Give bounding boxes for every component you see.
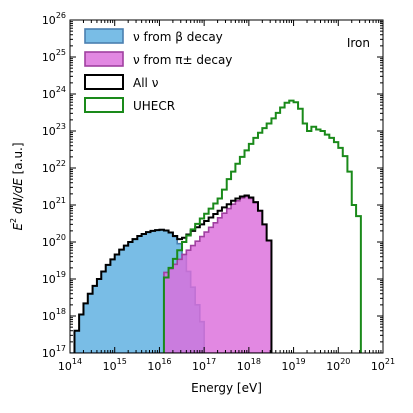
legend-label-3: All ν: [133, 76, 159, 90]
y-tick-label-exp: 24: [56, 85, 66, 94]
y-axis-title-part: E: [11, 223, 25, 231]
x-axis-title: Energy [eV]: [191, 381, 262, 395]
x-tick-label-base: 10: [103, 360, 117, 373]
x-tick-label-exp: 15: [117, 357, 127, 366]
y-tick-label: 1019: [42, 270, 66, 286]
y-tick-label: 1023: [42, 122, 66, 138]
x-tick-label-exp: 19: [295, 357, 305, 366]
x-tick-label-exp: 16: [161, 357, 171, 366]
x-tick-label-exp: 17: [206, 357, 216, 366]
annotation-label: Iron: [347, 36, 370, 50]
y-tick-label: 1018: [42, 307, 66, 323]
legend-label-1: ν from β decay: [133, 30, 223, 44]
x-tick-label: 1021: [371, 357, 395, 373]
y-tick-label-exp: 26: [56, 11, 66, 20]
x-tick-label: 1019: [281, 357, 305, 373]
x-tick-label-exp: 14: [72, 357, 82, 366]
x-tick-label: 1016: [147, 357, 171, 373]
legend-label-2: ν from π± decay: [133, 53, 232, 67]
y-tick-label-exp: 20: [56, 233, 66, 242]
x-tick-label-base: 10: [147, 360, 161, 373]
y-tick-label-exp: 25: [56, 48, 66, 57]
y-tick-label-base: 10: [42, 347, 56, 360]
y-tick-label-base: 10: [42, 162, 56, 175]
x-tick-label-base: 10: [58, 360, 72, 373]
y-tick-label-exp: 23: [56, 122, 66, 131]
legend-label-4: UHECR: [133, 99, 175, 113]
y-tick-label: 1024: [42, 85, 66, 101]
y-tick-label-base: 10: [42, 199, 56, 212]
y-tick-label: 1017: [42, 344, 66, 360]
plot-frame: [69, 19, 384, 354]
y-tick-label-exp: 22: [56, 159, 66, 168]
x-tick-label-exp: 21: [385, 357, 395, 366]
y-axis-title-sup: 2: [9, 218, 18, 223]
x-tick-label: 1020: [326, 357, 350, 373]
y-tick-label-exp: 18: [56, 307, 66, 316]
series-layer: [70, 99, 362, 353]
series-2-area: [163, 195, 273, 353]
legend-swatch-2: [84, 51, 124, 67]
y-axis-title-unit: [a.u.]: [11, 142, 25, 174]
x-tick-label-base: 10: [237, 360, 251, 373]
series-3-line: [73, 194, 273, 353]
y-tick-label-base: 10: [42, 310, 56, 323]
ticks-layer: [69, 19, 384, 354]
series-4-line: [162, 99, 362, 353]
x-tick-label-base: 10: [326, 360, 340, 373]
y-tick-label-base: 10: [42, 273, 56, 286]
x-tick-label-exp: 18: [251, 357, 261, 366]
y-tick-label-base: 10: [42, 88, 56, 101]
y-tick-label-base: 10: [42, 125, 56, 138]
y-axis-title-part: dN/dE: [11, 174, 25, 217]
y-tick-label-base: 10: [42, 14, 56, 27]
x-tick-label: 1014: [58, 357, 82, 373]
y-tick-label: 1022: [42, 159, 66, 175]
y-tick-label: 1026: [42, 11, 66, 27]
y-tick-label: 1021: [42, 196, 66, 212]
y-tick-label: 1025: [42, 48, 66, 64]
x-tick-label-exp: 20: [340, 357, 350, 366]
y-tick-label-exp: 19: [56, 270, 66, 279]
x-tick-label-base: 10: [192, 360, 206, 373]
x-tick-labels: 1014 1015 1016 1017 1018 1019 1020 1021: [58, 357, 395, 373]
legend-swatch-3: [84, 74, 124, 90]
x-tick-label-base: 10: [371, 360, 385, 373]
x-tick-label: 1015: [103, 357, 127, 373]
x-tick-label-base: 10: [281, 360, 295, 373]
legend-swatch-1: [84, 28, 124, 44]
x-tick-label: 1018: [237, 357, 261, 373]
legend-swatch-4: [84, 97, 124, 113]
y-axis-title: E2 dN/dE [a.u.]: [9, 142, 25, 230]
y-tick-label-base: 10: [42, 236, 56, 249]
y-tick-label-base: 10: [42, 51, 56, 64]
legend: ν from β decay ν from π± decay All ν UHECR: [84, 28, 232, 113]
y-tick-label-exp: 17: [56, 344, 66, 353]
x-tick-label: 1017: [192, 357, 216, 373]
y-tick-label-exp: 21: [56, 196, 66, 205]
y-tick-label: 1020: [42, 233, 66, 249]
